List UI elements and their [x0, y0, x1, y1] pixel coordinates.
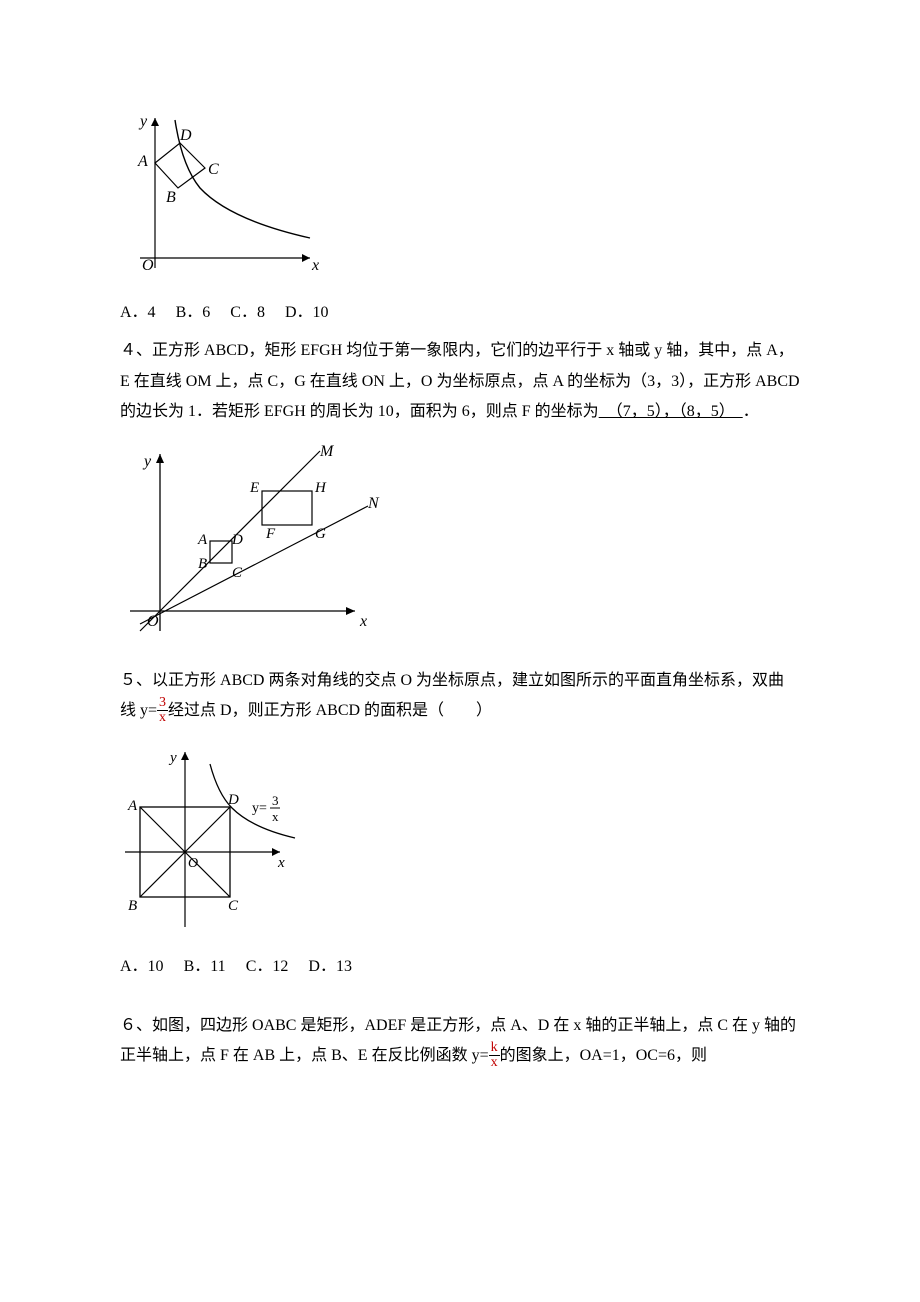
- svg-text:H: H: [314, 480, 327, 496]
- q6-frac-num: k: [489, 1041, 500, 1056]
- q5-body2: 经过点 D，则正方形 ABCD 的面积是（ ）: [168, 702, 492, 719]
- q3-svg: O x y A D C B: [120, 108, 320, 278]
- svg-text:x: x: [359, 613, 367, 630]
- svg-text:3: 3: [272, 793, 279, 808]
- svg-text:x: x: [272, 809, 279, 824]
- svg-text:A: A: [197, 532, 208, 548]
- svg-text:x: x: [311, 257, 319, 274]
- svg-text:C: C: [228, 898, 239, 914]
- q5-frac-num: 3: [157, 696, 168, 711]
- q5-figure: O x y A B C D y= 3 x: [120, 742, 800, 932]
- q5-svg: O x y A B C D y= 3 x: [120, 742, 300, 932]
- svg-text:D: D: [231, 532, 243, 548]
- q3-opt-b: B．6: [176, 304, 211, 321]
- q3-options: A．4 B．6 C．8 D．10: [120, 298, 800, 328]
- svg-text:A: A: [137, 153, 148, 170]
- q5-opt-a: A．10: [120, 958, 164, 975]
- q6-fraction: kx: [489, 1047, 500, 1064]
- svg-text:B: B: [166, 189, 176, 206]
- q6-frac-den: x: [489, 1056, 500, 1070]
- q4-svg: O x y M N A B C D E F G H: [120, 436, 380, 646]
- q4-figure: O x y M N A B C D E F G H: [120, 436, 800, 646]
- svg-text:G: G: [315, 526, 326, 542]
- svg-text:O: O: [142, 257, 154, 274]
- svg-text:y: y: [168, 750, 177, 766]
- q3-figure: O x y A D C B: [120, 108, 800, 278]
- svg-text:y=: y=: [252, 801, 267, 816]
- svg-text:D: D: [179, 127, 192, 144]
- q6-number: ６: [120, 1017, 136, 1034]
- svg-text:N: N: [367, 495, 380, 512]
- svg-text:B: B: [128, 898, 137, 914]
- svg-text:F: F: [265, 526, 276, 542]
- svg-text:O: O: [188, 856, 198, 871]
- q5-frac-den: x: [157, 711, 168, 725]
- q6-text: ６、如图，四边形 OABC 是矩形，ADEF 是正方形，点 A、D 在 x 轴的…: [120, 1011, 800, 1072]
- svg-text:C: C: [232, 565, 243, 581]
- svg-text:x: x: [277, 855, 285, 871]
- svg-text:E: E: [249, 480, 259, 496]
- svg-text:M: M: [319, 443, 335, 460]
- q4-answer: （7，5），（8，5）: [599, 403, 743, 420]
- q3-opt-d: D．10: [285, 304, 329, 321]
- q5-fraction: 3x: [157, 702, 168, 719]
- q5-opt-c: C．12: [246, 958, 289, 975]
- q4-number: ４: [120, 342, 136, 359]
- q3-opt-a: A．4: [120, 304, 156, 321]
- q4-tail: ．: [743, 403, 759, 420]
- svg-text:y: y: [142, 453, 152, 470]
- svg-text:B: B: [198, 556, 207, 572]
- q4-text: ４、正方形 ABCD，矩形 EFGH 均位于第一象限内，它们的边平行于 x 轴或…: [120, 336, 800, 427]
- q6-body2: 的图象上，OA=1，OC=6，则: [500, 1047, 707, 1064]
- q5-options: A．10 B．11 C．12 D．13: [120, 952, 800, 982]
- svg-text:y: y: [138, 113, 148, 130]
- q5-opt-b: B．11: [184, 958, 226, 975]
- q3-opt-c: C．8: [230, 304, 265, 321]
- q5-number: ５: [120, 672, 136, 689]
- svg-text:O: O: [147, 613, 159, 630]
- svg-text:D: D: [227, 792, 239, 808]
- svg-text:C: C: [208, 161, 219, 178]
- q5-text: ５、以正方形 ABCD 两条对角线的交点 O 为坐标原点，建立如图所示的平面直角…: [120, 666, 800, 727]
- q5-opt-d: D．13: [308, 958, 352, 975]
- svg-text:A: A: [127, 798, 138, 814]
